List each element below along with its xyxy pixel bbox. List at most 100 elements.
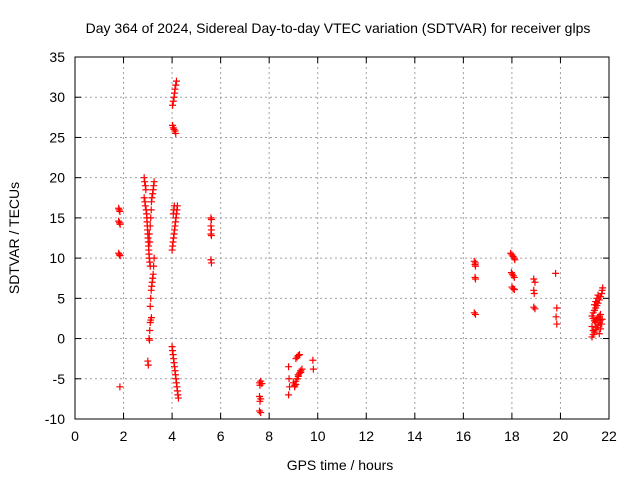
x-axis-label: GPS time / hours: [287, 457, 394, 473]
data-point: [297, 368, 305, 376]
data-point: [553, 320, 561, 328]
data-point: [588, 322, 596, 330]
y-tick-label: -5: [53, 371, 66, 387]
data-point: [147, 294, 155, 302]
data-point: [472, 262, 479, 270]
data-point: [509, 253, 517, 261]
data-point: [298, 365, 306, 373]
y-tick-label: 35: [49, 49, 65, 65]
data-point: [531, 278, 539, 286]
data-point: [172, 77, 180, 85]
x-tick-label: 4: [168, 428, 176, 444]
data-point: [552, 313, 560, 321]
data-point: [285, 363, 293, 371]
data-point: [146, 222, 154, 230]
data-point: [552, 269, 560, 277]
x-axis: 0 2 4 6 8 10 12 14 16 18 20 22: [71, 57, 617, 444]
y-tick-label: 15: [49, 210, 65, 226]
data-point: [292, 380, 300, 388]
data-point: [509, 285, 517, 293]
x-tick-label: 16: [456, 428, 472, 444]
data-point: [593, 294, 601, 302]
data-point: [256, 397, 264, 405]
data-point: [294, 351, 302, 359]
data-point: [150, 262, 158, 270]
x-tick-label: 6: [217, 428, 225, 444]
data-point: [171, 85, 179, 93]
data-point: [471, 273, 479, 281]
data-point: [146, 302, 154, 310]
y-tick-label: 25: [49, 129, 65, 145]
y-tick-label: 5: [57, 290, 65, 306]
y-tick-label: 0: [57, 331, 65, 347]
data-point: [116, 207, 124, 215]
data-point: [510, 285, 518, 293]
data-point: [116, 252, 124, 260]
x-tick-label: 14: [407, 428, 423, 444]
data-point: [147, 314, 155, 322]
data-point: [169, 101, 177, 109]
data-point: [597, 325, 605, 333]
data-point: [595, 330, 603, 338]
data-point: [257, 409, 265, 417]
data-point: [592, 318, 600, 326]
data-point: [144, 361, 152, 369]
plot-frame: [74, 56, 610, 420]
data-point: [145, 230, 153, 238]
data-point: [309, 356, 317, 364]
data-point: [530, 275, 538, 283]
data-point: [170, 125, 178, 133]
data-point: [147, 206, 155, 214]
y-tick-label: 10: [49, 250, 65, 266]
data-point: [296, 351, 304, 359]
data-point: [169, 97, 177, 105]
data-point: [172, 81, 180, 89]
data-point: [172, 129, 180, 137]
data-point: [285, 375, 293, 383]
data-point: [511, 256, 519, 264]
chart-title: Day 364 of 2024, Sidereal Day-to-day VTE…: [86, 20, 591, 36]
data-point: [285, 391, 293, 399]
data-markers: [115, 77, 607, 417]
x-tick-label: 8: [265, 428, 273, 444]
data-point: [553, 304, 561, 312]
data-point: [470, 309, 478, 317]
data-point: [470, 257, 478, 265]
data-point: [207, 259, 215, 267]
data-point: [115, 206, 123, 214]
data-point: [146, 327, 154, 335]
data-point: [589, 327, 597, 335]
data-point: [115, 251, 123, 259]
data-point: [150, 254, 158, 262]
x-tick-label: 18: [504, 428, 520, 444]
data-point: [170, 202, 178, 210]
data-point: [530, 303, 538, 311]
data-point: [207, 215, 215, 223]
grid-lines: [75, 57, 609, 419]
data-point: [530, 290, 538, 298]
data-point: [472, 310, 479, 318]
data-point: [255, 407, 263, 415]
data-point: [531, 305, 539, 313]
data-point: [174, 394, 182, 402]
data-point: [115, 217, 123, 225]
data-point: [599, 284, 607, 292]
data-point: [142, 186, 150, 194]
y-tick-label: -10: [45, 411, 65, 427]
data-point: [141, 202, 149, 210]
x-tick-label: 10: [310, 428, 326, 444]
data-point: [116, 220, 124, 228]
data-point: [510, 273, 518, 281]
data-point: [256, 381, 264, 389]
y-axis-label: SDTVAR / TECUs: [6, 182, 22, 294]
x-tick-label: 2: [120, 428, 128, 444]
data-point: [150, 178, 158, 186]
x-tick-label: 20: [553, 428, 569, 444]
x-tick-label: 22: [601, 428, 617, 444]
data-point: [590, 301, 598, 309]
data-point: [141, 178, 149, 186]
data-point: [148, 194, 156, 202]
y-axis: -10 -5 0 5 10 15 20 25 30 35: [45, 49, 609, 427]
data-point: [597, 310, 605, 318]
